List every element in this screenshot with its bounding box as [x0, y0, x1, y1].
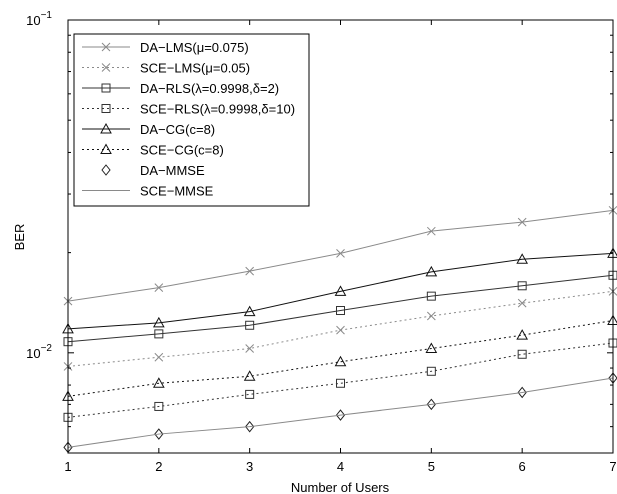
legend: DA−LMS(μ=0.075) SCE−LMS(μ=0.05) DA−RLS(λ=0…: [73, 33, 310, 207]
legend-label: SCE−RLS(λ=0.9998,δ=10): [140, 102, 295, 117]
data-point: [426, 366, 436, 376]
series-2: [63, 270, 617, 347]
legend-entry: SCE−MMSE: [82, 184, 214, 199]
data-point: [154, 329, 164, 339]
data-point: [245, 420, 255, 433]
data-point: [334, 285, 347, 296]
x-tick-label: 4: [337, 459, 344, 474]
legend-marker: [100, 143, 112, 154]
legend-label: DA−RLS(λ=0.9998,δ=2): [140, 81, 279, 96]
data-point: [426, 291, 436, 301]
data-point: [243, 370, 256, 381]
legend-label: SCE−CG(c=8): [140, 143, 224, 158]
data-point: [243, 305, 256, 317]
x-tick-label: 1: [64, 459, 71, 474]
ticks-layer: 1 2 3 4 5 6 7 10−1 10−2: [26, 10, 616, 474]
x-tick-label: 3: [246, 459, 253, 474]
data-point: [336, 306, 345, 316]
x-tick-label: 5: [428, 459, 435, 474]
legend-label: DA−LMS(μ=0.075): [140, 40, 249, 55]
data-point: [516, 253, 529, 264]
legend-marker: [100, 122, 112, 134]
legend-marker: [101, 63, 111, 72]
legend-entry: SCE−LMS(μ=0.05): [82, 61, 250, 76]
data-point: [245, 389, 255, 399]
data-point: [425, 265, 438, 277]
data-point: [245, 266, 255, 276]
y-tick-label: 10−1: [26, 10, 52, 28]
legend-label: DA−MMSE: [140, 163, 205, 178]
data-point: [517, 281, 527, 291]
legend-label: DA−CG(c=8): [140, 122, 215, 137]
legend-marker: [101, 164, 111, 176]
legend-label: SCE−MMSE: [140, 184, 214, 199]
series-line: [67, 342, 614, 418]
series-line: [67, 377, 614, 448]
y-tick-label: 10−2: [26, 343, 52, 361]
data-point: [336, 378, 345, 388]
data-point: [334, 355, 347, 367]
data-point: [245, 344, 255, 353]
legend-entry: DA−LMS(μ=0.075): [82, 40, 249, 55]
legend-box: [73, 33, 310, 207]
data-point: [516, 329, 529, 340]
legend-entry: DA−MMSE: [101, 163, 205, 178]
x-tick-label: 6: [519, 459, 526, 474]
y-axis-label: BER: [12, 224, 27, 251]
data-point: [426, 398, 436, 411]
series-line: [67, 274, 614, 343]
series-line: [67, 252, 614, 330]
legend-label: SCE−LMS(μ=0.05): [140, 61, 250, 76]
data-point: [517, 386, 527, 399]
series-3: [63, 338, 617, 422]
data-point: [245, 320, 255, 330]
legend-marker: [101, 42, 111, 52]
x-tick-label: 7: [609, 459, 616, 474]
data-point: [154, 283, 164, 292]
series-line: [67, 320, 614, 397]
series-layer: [62, 205, 617, 454]
data-point: [152, 316, 165, 328]
series-1: [63, 286, 617, 371]
data-point: [154, 428, 164, 440]
data-point: [426, 311, 436, 321]
legend-entry: DA−RLS(λ=0.9998,δ=2): [82, 81, 279, 96]
legend-entry: SCE−CG(c=8): [82, 143, 224, 158]
legend-entry: SCE−RLS(λ=0.9998,δ=10): [82, 102, 295, 117]
legend-marker: [101, 83, 111, 93]
legend-entry: DA−CG(c=8): [82, 122, 215, 137]
data-point: [154, 401, 164, 411]
x-axis-label: Number of Users: [291, 480, 390, 494]
data-point: [152, 377, 165, 388]
data-point: [336, 325, 345, 335]
data-point: [426, 226, 436, 236]
data-point: [517, 349, 527, 359]
series-5: [62, 314, 617, 401]
data-point: [517, 217, 527, 227]
x-tick-label: 2: [155, 459, 162, 474]
data-point: [425, 342, 438, 354]
legend-marker: [101, 104, 111, 113]
data-point: [517, 298, 527, 308]
data-point: [336, 248, 345, 258]
series-7: [67, 377, 614, 448]
data-point: [154, 352, 164, 362]
data-point: [335, 409, 346, 421]
